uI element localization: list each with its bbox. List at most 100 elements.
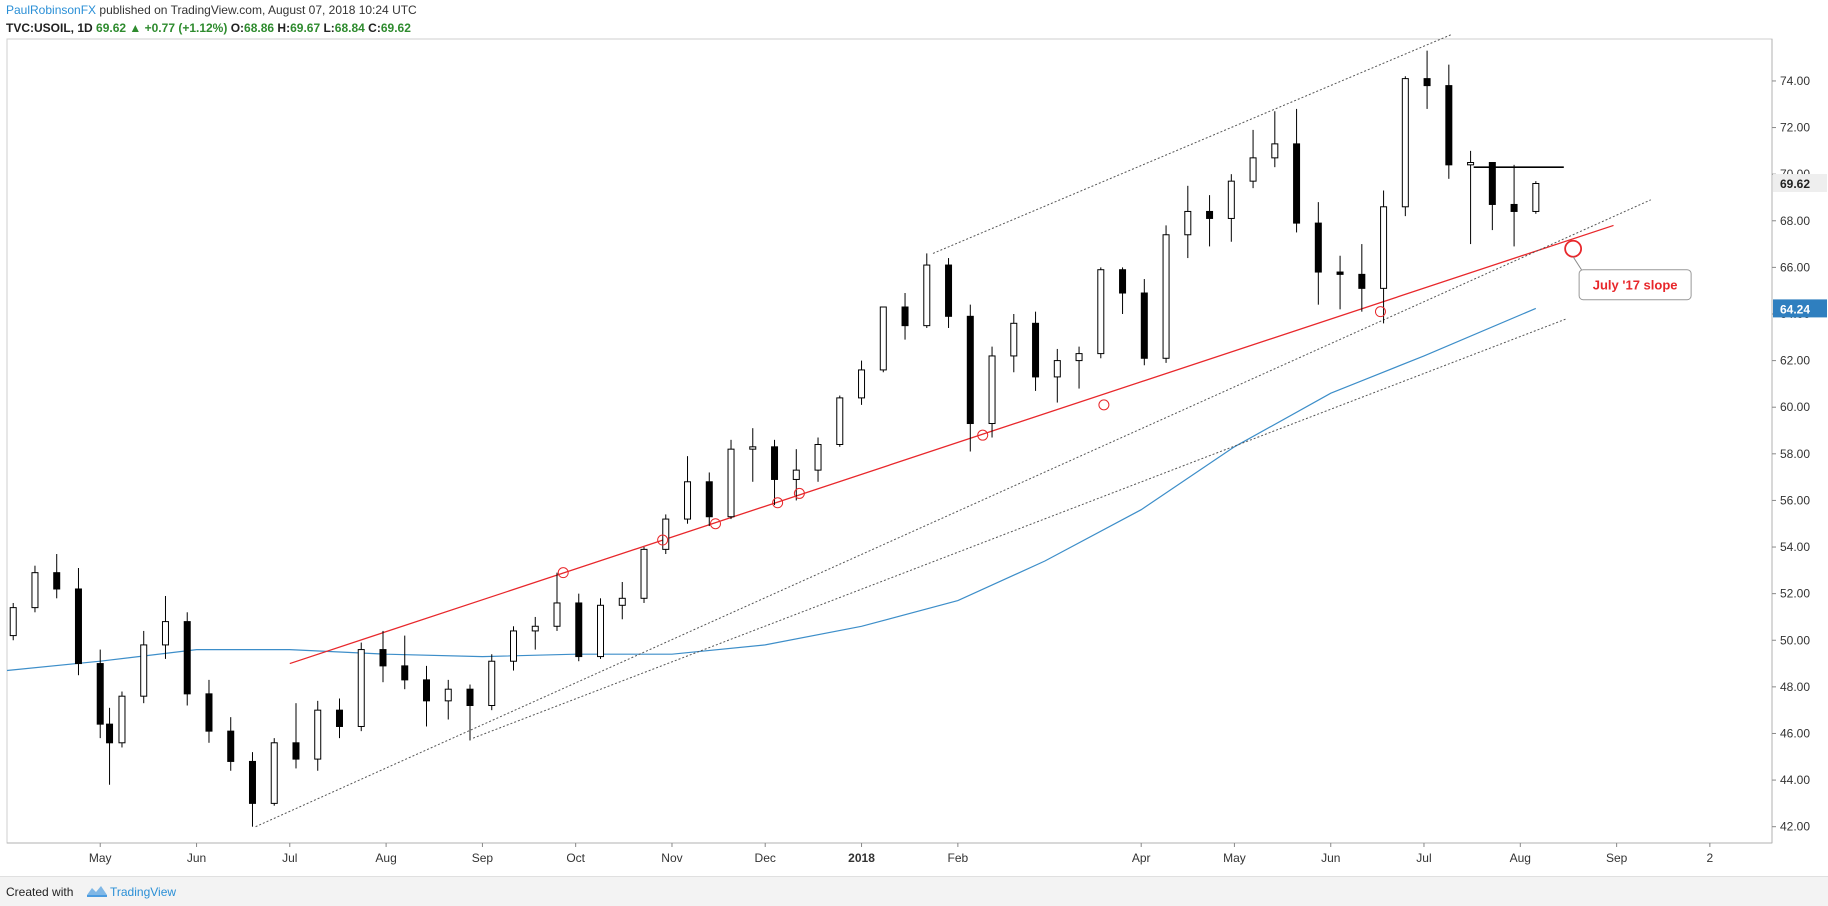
candle-body — [488, 660, 496, 707]
candle-body — [466, 688, 474, 707]
y-tick-label: 42.00 — [1780, 820, 1810, 834]
symbol-name: TVC:USOIL, 1D — [6, 21, 93, 35]
publish-info: PaulRobinsonFX published on TradingView.… — [6, 3, 417, 17]
candle-body — [1032, 322, 1040, 378]
candle-body — [1380, 206, 1388, 289]
candle-body — [1358, 273, 1366, 289]
candle-body — [1401, 78, 1409, 208]
y-tick-label: 60.00 — [1780, 400, 1810, 414]
candle-body — [335, 709, 343, 727]
trend-touch-marker — [1374, 306, 1386, 318]
trend-touch-marker — [793, 487, 805, 499]
close-label: C: — [368, 21, 381, 35]
y-tick-label: 72.00 — [1780, 121, 1810, 135]
x-tick-label: 2 — [1707, 851, 1714, 865]
y-tick-label: 48.00 — [1780, 680, 1810, 694]
annotation-box — [1578, 269, 1692, 301]
price-change: +0.77 (+1.12%) — [144, 21, 228, 35]
trend-touch-marker — [657, 534, 669, 546]
candle-body — [1488, 162, 1496, 205]
candle-body — [248, 760, 256, 804]
trend-touch-marker — [772, 497, 784, 509]
candle-body — [618, 597, 626, 606]
candle-body — [1184, 210, 1192, 236]
candle-body — [836, 397, 844, 445]
high-label: H: — [277, 21, 291, 35]
candle-body — [966, 315, 974, 425]
last-price-label-bg — [1773, 174, 1827, 193]
candle-body — [575, 602, 583, 658]
y-tick-label: 68.00 — [1780, 214, 1810, 228]
candle-body — [705, 481, 713, 518]
candle-body — [357, 649, 365, 727]
annotation-pointer — [1572, 256, 1583, 272]
ma-price-label-bg — [1773, 299, 1827, 318]
price-chart[interactable]: 42.00 44.00 46.00 48.00 50.00 52.00 54.00 56.00… — [0, 0, 1828, 876]
x-tick-label: Sep — [472, 851, 494, 865]
candle-body — [1293, 143, 1301, 224]
x-tick-label: Apr — [1132, 851, 1151, 865]
x-tick-label: May — [89, 851, 112, 865]
high-value: 69.67 — [290, 21, 321, 35]
trend-touch-marker — [709, 518, 721, 530]
candle-body — [1249, 157, 1257, 182]
candle-body — [118, 695, 126, 744]
candle-body — [314, 709, 322, 760]
candle-body — [74, 588, 82, 665]
y-tick-label: 50.00 — [1780, 633, 1810, 647]
y-tick-label: 74.00 — [1780, 74, 1810, 88]
candle-body — [1510, 203, 1518, 212]
y-tick-label: 54.00 — [1780, 540, 1810, 554]
close-value: 69.62 — [380, 21, 411, 35]
y-tick-label: 52.00 — [1780, 587, 1810, 601]
last-price-label: 69.62 — [1780, 177, 1810, 191]
y-tick-label: 46.00 — [1780, 726, 1810, 740]
tradingview-brand-link[interactable]: TradingView — [110, 885, 177, 899]
channel-line — [255, 199, 1652, 828]
candle-body — [140, 644, 148, 697]
x-tick-label: 2018 — [848, 851, 875, 865]
low-label: L: — [323, 21, 335, 35]
candle-body — [1271, 143, 1279, 159]
candle-body — [9, 607, 17, 637]
candle-body — [749, 446, 757, 450]
ma-price-label: 64.24 — [1780, 302, 1810, 316]
last-price: 69.62 — [96, 21, 127, 35]
candle-body — [640, 548, 648, 599]
footer-bar: Created with TradingView — [0, 876, 1828, 906]
candle-body — [227, 730, 235, 762]
candle-body — [901, 306, 909, 327]
author-link[interactable]: PaulRobinsonFX — [6, 3, 97, 17]
low-value: 68.84 — [334, 21, 365, 35]
candle-body — [1532, 182, 1540, 212]
candle-body — [1140, 292, 1148, 359]
candle-body — [183, 621, 191, 695]
candle-body — [1097, 269, 1105, 355]
published-text: published on TradingView.com, August 07,… — [99, 3, 417, 17]
candle-body — [401, 665, 409, 681]
x-tick-label: Jun — [1321, 851, 1340, 865]
candle-body — [727, 448, 735, 518]
y-tick-label: 58.00 — [1780, 447, 1810, 461]
x-tick-label: Aug — [1510, 851, 1531, 865]
y-tick-label: 56.00 — [1780, 493, 1810, 507]
x-tick-label: May — [1223, 851, 1246, 865]
trend-touch-marker — [1098, 399, 1110, 411]
candle-body — [923, 264, 931, 327]
plot-frame — [6, 38, 1773, 844]
candle-body — [31, 572, 39, 609]
candle-body — [96, 663, 104, 725]
candle-body — [1119, 269, 1127, 294]
y-tick-label: 44.00 — [1780, 773, 1810, 787]
candle-body — [1206, 210, 1214, 219]
candle-body — [292, 742, 300, 760]
channel-line — [472, 318, 1568, 739]
candle-body — [771, 446, 779, 480]
candle-body — [1467, 162, 1475, 166]
candle-body — [106, 723, 114, 744]
candle-body — [814, 443, 822, 471]
trend-touch-marker — [557, 567, 569, 579]
candle-body — [553, 602, 561, 627]
candle-body — [792, 469, 800, 480]
candle-body — [444, 688, 452, 702]
